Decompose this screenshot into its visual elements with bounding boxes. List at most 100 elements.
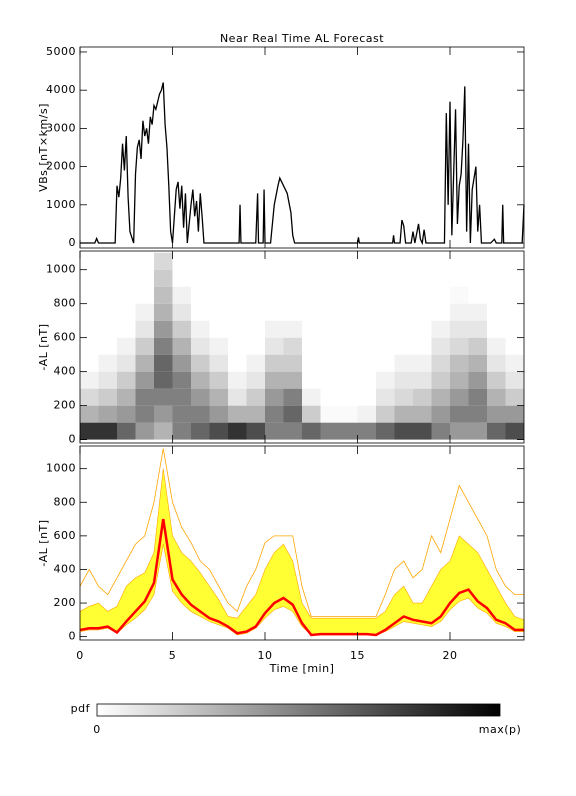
heatmap-cell (376, 286, 395, 304)
y-tick-label: 800 (54, 297, 77, 310)
heatmap-cell (376, 354, 395, 372)
heatmap-cell (394, 388, 413, 406)
heatmap-cell (246, 286, 265, 304)
heatmap-cell (413, 303, 432, 321)
heatmap-cell (135, 269, 154, 287)
heatmap-cell (376, 269, 395, 287)
median-line (79, 518, 524, 637)
heatmap-cell (135, 337, 154, 355)
heatmap-cell (357, 354, 376, 372)
heatmap-cell (357, 269, 376, 287)
heatmap-cell (339, 388, 358, 406)
heatmap-cell (357, 320, 376, 338)
heatmap-cell (302, 286, 321, 304)
heatmap-cell (154, 303, 173, 321)
heatmap-cell (117, 286, 136, 304)
heatmap-cell (487, 337, 506, 355)
heatmap-cell (265, 337, 284, 355)
heatmap-cell (154, 354, 173, 372)
y-tick-label: 1000 (46, 462, 76, 475)
envelope-line (79, 448, 524, 617)
heatmap-cell (172, 405, 191, 423)
heatmap-cell (339, 269, 358, 287)
heatmap-cell (320, 388, 339, 406)
heatmap-cell (431, 269, 450, 287)
heatmap-cell (80, 269, 99, 287)
heatmap-cell (172, 269, 191, 287)
heatmap-cell (339, 252, 358, 270)
heatmap-cell (228, 303, 247, 321)
heatmap-cell (154, 320, 173, 338)
heatmap-cell (320, 371, 339, 389)
heatmap-cell (450, 320, 469, 338)
x-axis-label: Time [min] (269, 662, 335, 675)
heatmap-cell (505, 371, 524, 389)
heatmap-cell (209, 388, 228, 406)
heatmap-cell (468, 354, 487, 372)
heatmap-cell (98, 405, 117, 423)
heatmap-cell (357, 422, 376, 440)
heatmap-cell (320, 422, 339, 440)
heatmap-cell (413, 388, 432, 406)
heatmap-cell (394, 252, 413, 270)
heatmap-cell (450, 354, 469, 372)
heatmap-cell (117, 405, 136, 423)
heatmap-cell (209, 371, 228, 389)
heatmap-cell (431, 354, 450, 372)
heatmap-cell (117, 422, 136, 440)
heatmap-cell (209, 354, 228, 372)
heatmap-cell (376, 371, 395, 389)
heatmap-cell (431, 303, 450, 321)
heatmap-cell (117, 252, 136, 270)
y-tick-label: 600 (54, 529, 77, 542)
heatmap-cell (394, 405, 413, 423)
heatmap-cell (487, 388, 506, 406)
heatmap-cell (117, 337, 136, 355)
x-tick-label: 20 (443, 649, 458, 662)
heatmap-cell (450, 303, 469, 321)
heatmap-cell (209, 252, 228, 270)
heatmap-cell (487, 320, 506, 338)
heatmap-cell (450, 286, 469, 304)
y-tick-label: 1000 (46, 263, 76, 276)
heatmap-cell (98, 269, 117, 287)
heatmap-cell (505, 303, 524, 321)
heatmap-cell (302, 269, 321, 287)
heatmap-cell (98, 303, 117, 321)
heatmap-cell (191, 405, 210, 423)
heatmap-cell (154, 371, 173, 389)
heatmap-cell (339, 320, 358, 338)
heatmap-cell (209, 320, 228, 338)
heatmap-cell (154, 388, 173, 406)
heatmap-cell (154, 286, 173, 304)
heatmap-cell (191, 371, 210, 389)
y-tick-label: 4000 (46, 83, 76, 96)
heatmap-cell (283, 371, 302, 389)
heatmap-cell (135, 286, 154, 304)
heatmap-cell (246, 269, 265, 287)
heatmap-cell (283, 337, 302, 355)
heatmap-cell (302, 337, 321, 355)
heatmap-cell (357, 303, 376, 321)
heatmap-cell (154, 337, 173, 355)
heatmap-cell (376, 252, 395, 270)
heatmap-cell (302, 405, 321, 423)
heatmap-cell (265, 405, 284, 423)
heatmap-cell (302, 354, 321, 372)
heatmap-cell (394, 303, 413, 321)
heatmap-cell (431, 371, 450, 389)
heatmap-cell (320, 405, 339, 423)
y-tick-label: 0 (69, 236, 77, 249)
heatmap-cell (431, 286, 450, 304)
heatmap-cell (117, 269, 136, 287)
y-axis-label: -AL [nT] (37, 323, 50, 370)
heatmap-cell (320, 303, 339, 321)
heatmap-cell (80, 371, 99, 389)
heatmap-cell (265, 320, 284, 338)
heatmap-cell (98, 388, 117, 406)
colorbar-label: pdf (71, 702, 91, 715)
heatmap-cell (505, 405, 524, 423)
heatmap-cell (468, 286, 487, 304)
heatmap-cell (431, 405, 450, 423)
